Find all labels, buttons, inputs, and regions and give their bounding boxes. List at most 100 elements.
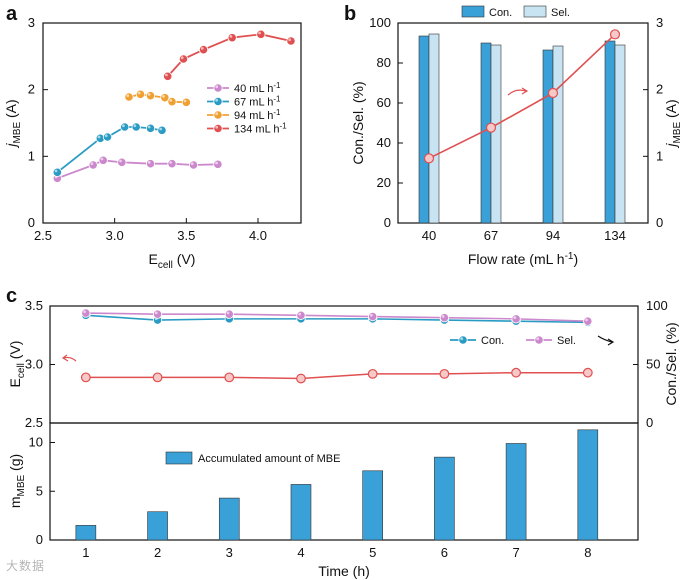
panel-b-y-axis-title: Con./Sel. (%) — [350, 81, 366, 164]
panel-b-legend: Con. Sel. — [461, 5, 570, 19]
panel-a-y-ticks: 0 1 2 3 — [28, 15, 48, 230]
panel-a-y-tick-label: 1 — [28, 148, 35, 163]
panel-a-point-shine — [100, 157, 104, 161]
panel-a-point — [131, 122, 141, 132]
panel-c-top-y-tick-label: 2.5 — [25, 415, 43, 430]
panel-a-point-shine — [147, 125, 151, 129]
panel-c-top-y2-tick-label: 100 — [646, 298, 668, 313]
panel-c-ecell-point — [80, 372, 91, 383]
panel-b-y2-tick-label: 3 — [656, 15, 663, 30]
panel-a-point-shine — [54, 169, 58, 173]
panel-a-point — [117, 157, 127, 167]
panel-b-legend-swatch — [461, 5, 485, 18]
panel-c-bottom-legend-swatch — [165, 451, 193, 465]
panel-a-y-tick-label: 2 — [28, 82, 35, 97]
panel-a-point-shine — [97, 135, 101, 139]
panel-c-bar — [362, 470, 383, 541]
panel-b-bar — [614, 44, 626, 224]
panel-a-legend-label: 67 mL h-1 — [234, 95, 281, 109]
panel-a-series — [52, 29, 296, 183]
panel-b-legend-label: Con. — [489, 7, 512, 19]
panel-c-series-line — [85, 312, 588, 323]
panel-c-series-point-shine — [298, 312, 302, 316]
panel-a-x-ticks: 2.5 3.0 3.5 4.0 — [34, 218, 267, 243]
panel-c-x-tick-label: 6 — [441, 545, 448, 560]
panel-c-bottom-y-tick-label: 10 — [29, 435, 43, 450]
panel-a-legend-marker-shine — [215, 98, 219, 102]
panel-c-bar — [434, 456, 455, 541]
panel-a-point — [157, 125, 167, 135]
panel-c-series-point — [81, 308, 91, 318]
panel-c-top-y2-tick-label: 50 — [646, 357, 660, 372]
panel-b-x-tick-label: 67 — [484, 228, 498, 243]
panel-c-bottom-y-tick-label: 5 — [36, 483, 43, 498]
panel-a-point-shine — [119, 159, 122, 163]
panel-c-top-y-ticks: 2.5 3.0 3.5 — [25, 298, 55, 430]
panel-a: a 2.5 3.0 3.5 4.0 0 1 2 3 40 mL h-167 mL h-194… — [3, 3, 302, 271]
panel-c-series-point — [224, 309, 234, 319]
panel-b-bar — [604, 40, 616, 224]
panel-a-point-shine — [147, 92, 151, 96]
panel-c-top-y-tick-label: 3.5 — [25, 298, 43, 313]
panel-a-point-shine — [162, 94, 165, 98]
panel-b-x-ticks: 40 67 94 134 — [422, 218, 626, 243]
panel-a-point-shine — [288, 38, 292, 42]
panel-b-line — [423, 29, 621, 164]
panel-letter-a: a — [6, 3, 18, 25]
panel-c-bar — [290, 484, 312, 541]
panel-c-legend-marker — [534, 335, 544, 345]
panel-a-point — [178, 54, 189, 64]
panel-a-x-tick-label: 2.5 — [34, 228, 52, 243]
panel-a-point-shine — [133, 124, 137, 128]
panel-c-series-point-shine — [369, 313, 373, 317]
panel-b-bar — [428, 33, 440, 224]
panel-a-frame — [42, 22, 302, 224]
panel-c-ecell-point — [296, 373, 306, 384]
panel-a-point-shine — [90, 162, 94, 166]
panel-c-bottom-y-axis-title: mMBE (g) — [7, 454, 27, 508]
panel-a-point-shine — [215, 161, 218, 165]
panel-c-bars — [75, 429, 599, 541]
panel-a-point-shine — [137, 91, 141, 95]
panel-c-x-tick-label: 7 — [512, 545, 519, 560]
panel-c-left-arrowhead-icon — [61, 354, 69, 362]
panel-c-bottom-frame — [49, 422, 639, 541]
panel-a-point — [256, 29, 266, 39]
panel-a-point-shine — [180, 56, 184, 60]
panel-c-series-line — [85, 314, 588, 324]
panel-b-y2-tick-label: 2 — [656, 82, 663, 97]
panel-a-legend-marker — [213, 110, 223, 120]
panel-c-left-arrow-icon — [63, 356, 77, 362]
panel-a-y-axis-title: jMBE (A) — [3, 99, 23, 148]
panel-a-legend-marker — [213, 96, 223, 107]
panel-a-point — [286, 36, 296, 46]
panel-c-bottom-y-tick-label: 0 — [36, 532, 43, 547]
panel-c-legend-label: Con. — [481, 335, 504, 347]
panel-c-x-tick-label: 4 — [297, 545, 304, 560]
panel-a-point-shine — [147, 160, 151, 164]
panel-a-point-shine — [169, 160, 173, 164]
panel-a-legend-label: 94 mL h-1 — [234, 108, 281, 122]
panel-c: c 2.5 3.0 3.5 0 50 100 Con. Sel. 0 5 10 1 2 3 4 5 6 7… — [6, 285, 679, 579]
panel-letter-c: c — [6, 285, 17, 307]
panel-c-ecell-point — [367, 368, 378, 379]
panel-a-legend-marker — [213, 83, 223, 93]
panel-c-series-point — [511, 314, 521, 324]
panel-b-bars — [418, 33, 626, 224]
panel-a-point-shine — [159, 127, 163, 131]
panel-c-x-tick-label: 1 — [82, 545, 89, 560]
panel-c-bar — [75, 525, 97, 541]
panel-c-legend-label: Sel. — [557, 335, 576, 347]
panel-c-legend-marker — [458, 335, 468, 345]
panel-c-bar — [147, 511, 168, 541]
panel-a-point — [102, 132, 113, 142]
panel-b-frame — [397, 22, 649, 224]
panel-a-point — [145, 123, 156, 133]
panel-a-point-shine — [126, 94, 130, 98]
panel-c-series-point-shine — [154, 311, 158, 315]
panel-a-point — [145, 91, 156, 101]
panel-a-point-shine — [200, 46, 204, 50]
panel-c-ecell-point — [439, 368, 450, 379]
